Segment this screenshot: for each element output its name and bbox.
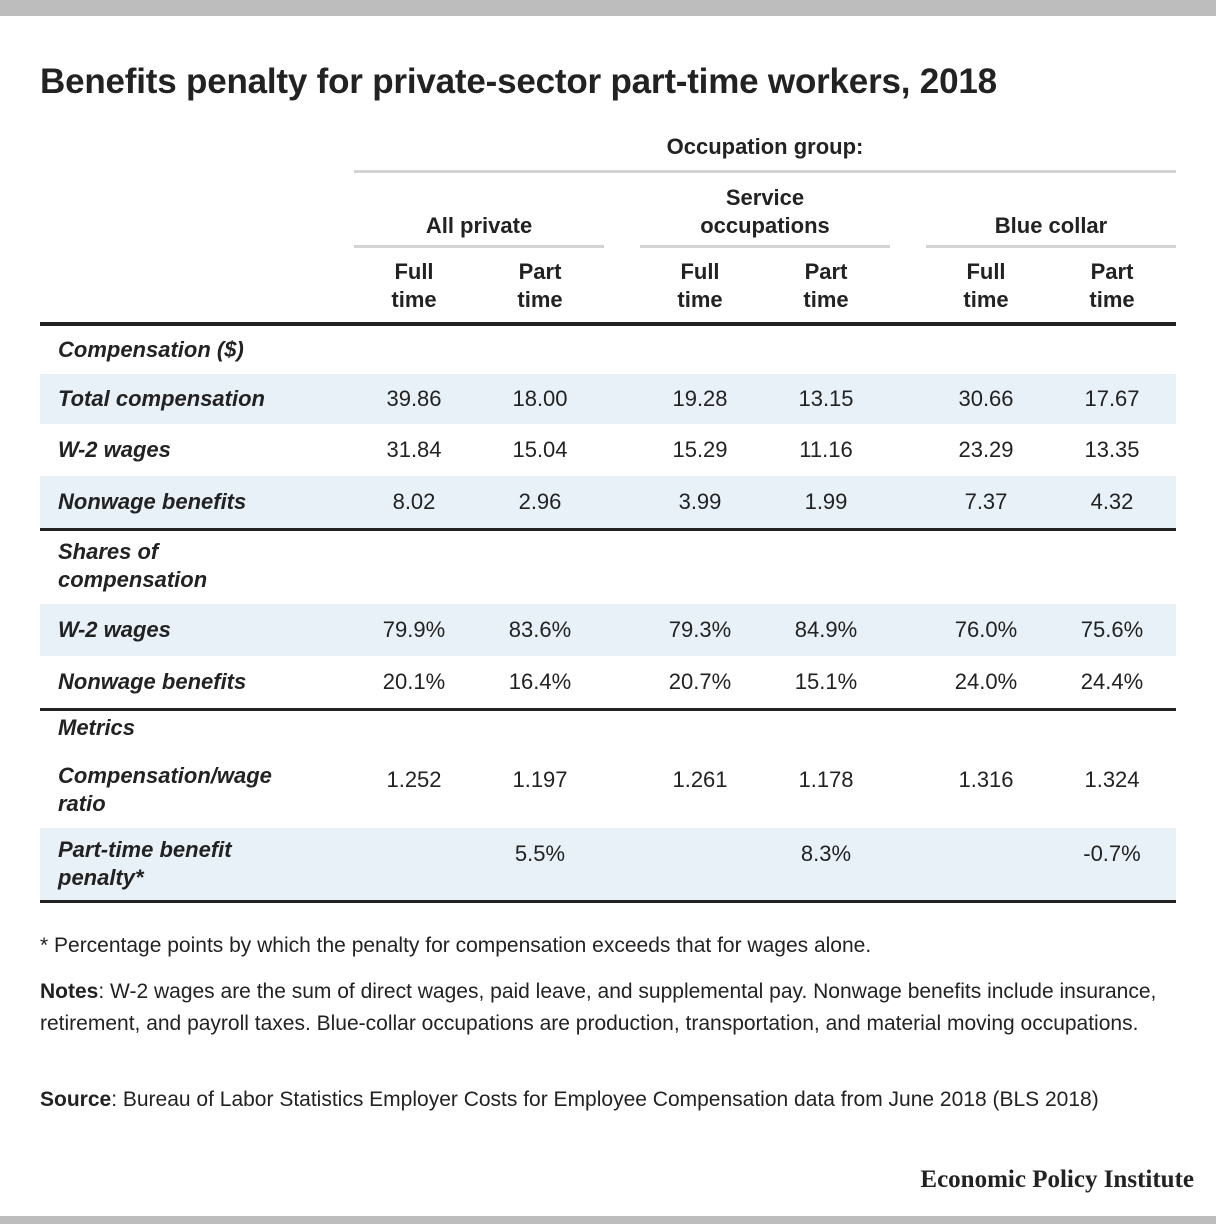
table-row: W-2 wages 79.9% 83.6% 79.3% 84.9% 76.0% 75.6% bbox=[40, 604, 1176, 656]
row-label: Nonwage benefits bbox=[58, 669, 247, 694]
table-cell: 3.99 bbox=[678, 489, 722, 514]
table-cell: 23.29 bbox=[958, 437, 1014, 462]
table-row: Part-time benefit penalty* 5.5% 8.3% -0.7% bbox=[40, 828, 1176, 900]
subcolumn-header: Full time bbox=[391, 259, 437, 312]
table-cell: 1.178 bbox=[798, 767, 854, 792]
table-cell: 1.316 bbox=[958, 767, 1014, 792]
section-title: Compensation ($) bbox=[58, 337, 244, 362]
group-header-label: All private bbox=[425, 213, 533, 238]
group-header-rule bbox=[640, 245, 890, 248]
group-header-rule bbox=[354, 245, 604, 248]
source-label: Source bbox=[40, 1088, 112, 1111]
table-cell: 1.324 bbox=[1084, 767, 1140, 792]
bottom-border bbox=[0, 1216, 1216, 1224]
section-divider bbox=[40, 528, 1176, 531]
notes: Notes: W-2 wages are the sum of direct w… bbox=[40, 976, 1180, 1040]
subcolumn-header: Full time bbox=[677, 259, 723, 312]
row-label: W-2 wages bbox=[58, 437, 171, 462]
group-header-label: Blue collar bbox=[994, 213, 1108, 238]
source: Source: Bureau of Labor Statistics Emplo… bbox=[40, 1084, 1180, 1116]
subcolumn-header: Part time bbox=[1089, 259, 1135, 312]
table-cell: 17.67 bbox=[1084, 386, 1140, 411]
source-text: : Bureau of Labor Statistics Employer Co… bbox=[111, 1088, 1099, 1111]
footnote: * Percentage points by which the penalty… bbox=[40, 934, 872, 957]
header-rule bbox=[40, 322, 1176, 326]
table-cell: 15.1% bbox=[794, 669, 858, 694]
group-header-label: Service occupations bbox=[700, 185, 830, 238]
table-cell: 83.6% bbox=[508, 617, 572, 642]
table-bottom-rule bbox=[40, 900, 1176, 903]
row-label: Total compensation bbox=[58, 386, 265, 411]
group-header: Service occupations bbox=[640, 180, 890, 240]
top-border bbox=[0, 0, 1216, 16]
notes-text: : W-2 wages are the sum of direct wages,… bbox=[40, 980, 1157, 1035]
table-row: W-2 wages 31.84 15.04 15.29 11.16 23.29 13.35 bbox=[40, 424, 1176, 476]
occupation-group-rule bbox=[354, 170, 1176, 173]
table-cell: 1.261 bbox=[672, 767, 728, 792]
table-cell: 39.86 bbox=[386, 386, 442, 411]
group-header: All private bbox=[354, 180, 604, 240]
section-title: Metrics bbox=[58, 715, 136, 740]
table-cell: 19.28 bbox=[672, 386, 728, 411]
table-cell: 1.99 bbox=[804, 489, 848, 514]
chart-title: Benefits penalty for private-sector part… bbox=[40, 62, 997, 101]
table-cell: 79.3% bbox=[668, 617, 732, 642]
table-cell: 31.84 bbox=[386, 437, 442, 462]
table-cell: 24.4% bbox=[1080, 669, 1144, 694]
table-cell: 11.16 bbox=[799, 437, 853, 462]
section-divider bbox=[40, 708, 1176, 711]
table-row: Nonwage benefits 8.02 2.96 3.99 1.99 7.37 4.32 bbox=[40, 476, 1176, 528]
subcolumn-header: Part time bbox=[517, 259, 563, 312]
section-title: Shares of compensation bbox=[58, 539, 208, 592]
table-cell: 84.9% bbox=[794, 617, 858, 642]
row-label: Part-time benefit penalty* bbox=[58, 837, 232, 890]
table-cell: 13.15 bbox=[798, 386, 854, 411]
table-cell: 18.00 bbox=[512, 386, 568, 411]
table-cell: 13.35 bbox=[1084, 437, 1140, 462]
notes-label: Notes bbox=[40, 980, 99, 1003]
row-label: Nonwage benefits bbox=[58, 489, 247, 514]
table-cell: 75.6% bbox=[1080, 617, 1144, 642]
table-cell: 2.96 bbox=[518, 489, 562, 514]
group-header: Blue collar bbox=[926, 180, 1176, 240]
table-cell: 20.7% bbox=[668, 669, 732, 694]
row-label: Compensation/wage ratio bbox=[58, 763, 272, 816]
table-cell: 20.1% bbox=[382, 669, 446, 694]
occupation-group-label: Occupation group: bbox=[666, 134, 864, 159]
table-cell: 16.4% bbox=[508, 669, 572, 694]
brand-logo-text: Economic Policy Institute bbox=[920, 1166, 1194, 1193]
subcolumn-header: Full time bbox=[963, 259, 1009, 312]
table-cell: 79.9% bbox=[382, 617, 446, 642]
table-cell: 24.0% bbox=[954, 669, 1018, 694]
table-cell: 30.66 bbox=[958, 386, 1014, 411]
section-header-row: Shares of compensation bbox=[40, 532, 1176, 604]
table-row: Nonwage benefits 20.1% 16.4% 20.7% 15.1% 24.0… bbox=[40, 656, 1176, 708]
section-header-row: Metrics bbox=[40, 712, 1176, 754]
table-cell: 76.0% bbox=[954, 617, 1018, 642]
table-cell: -0.7% bbox=[1083, 841, 1141, 866]
subcolumn-header: Part time bbox=[803, 259, 849, 312]
table-cell: 1.252 bbox=[386, 767, 442, 792]
table-cell: 7.37 bbox=[964, 489, 1008, 514]
table-cell: 1.197 bbox=[512, 767, 568, 792]
table-row: Total compensation 39.86 18.00 19.28 13.15 30… bbox=[40, 374, 1176, 424]
group-header-rule bbox=[926, 245, 1176, 248]
table-row: Compensation/wage ratio 1.252 1.197 1.261 1.… bbox=[40, 754, 1176, 828]
table-cell: 15.04 bbox=[512, 437, 568, 462]
table-cell: 8.3% bbox=[800, 841, 852, 866]
row-label: W-2 wages bbox=[58, 617, 171, 642]
table-cell: 4.32 bbox=[1090, 489, 1134, 514]
table-cell: 15.29 bbox=[672, 437, 728, 462]
table-cell: 5.5% bbox=[514, 841, 566, 866]
section-header-row: Compensation ($) bbox=[40, 334, 1176, 374]
table-cell: 8.02 bbox=[392, 489, 436, 514]
